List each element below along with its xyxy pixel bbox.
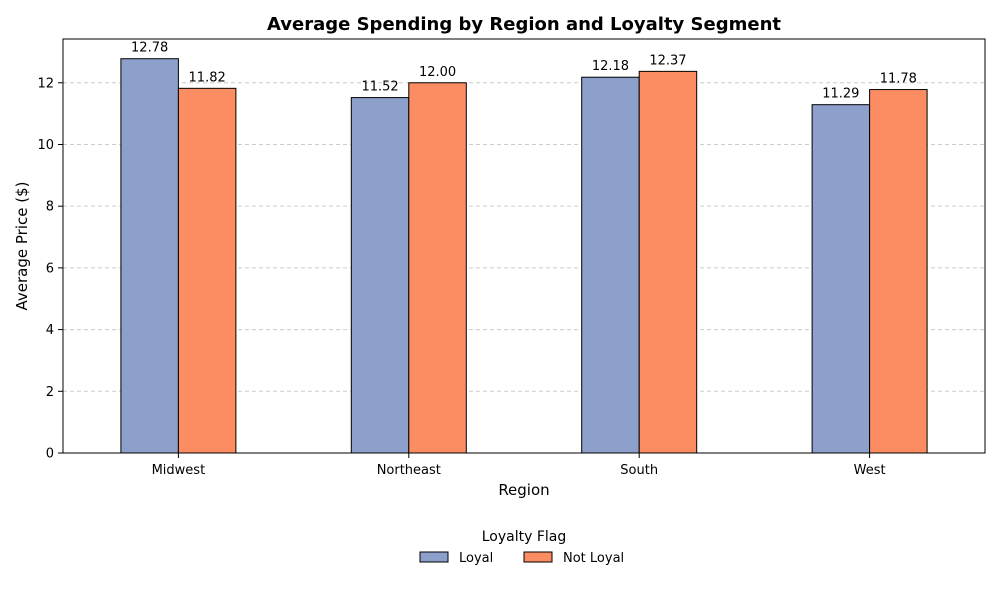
data-label: 11.29 (822, 87, 859, 102)
y-tick-label: 10 (37, 138, 54, 153)
bar-not-loyal-west (869, 89, 928, 454)
y-tick-label: 4 (46, 323, 54, 338)
axes: 0 2 4 6 8 10 12 Midwest Northeast South West (37, 38, 986, 478)
legend: Loyalty Flag Loyal Not Loyal (419, 529, 624, 566)
x-tick-label: Midwest (152, 463, 206, 478)
y-tick-label: 6 (46, 261, 54, 276)
data-label: 12.78 (131, 41, 168, 56)
legend-label: Loyal (459, 551, 493, 566)
bar-not-loyal-northeast (408, 82, 467, 454)
data-labels: 12.78 11.82 11.52 12.00 12.18 12.37 11.29 11.78 (131, 41, 917, 102)
y-tick-label: 2 (46, 385, 54, 400)
y-tick-label: 12 (37, 76, 54, 91)
y-tick-label: 0 (46, 447, 54, 462)
bar-not-loyal-south (638, 70, 698, 454)
data-label: 12.18 (592, 59, 629, 74)
legend-swatch (523, 551, 553, 563)
x-axis-title: Region (498, 481, 549, 499)
data-label: 12.00 (419, 65, 456, 80)
bar-loyal-west (811, 104, 871, 454)
plot-frame (62, 38, 986, 454)
y-axis-title: Average Price ($) (13, 182, 31, 311)
y-tick-label: 8 (46, 200, 54, 215)
x-tick-label: South (620, 463, 658, 478)
data-label: 11.78 (880, 72, 917, 87)
bars (120, 58, 928, 454)
legend-label: Not Loyal (563, 551, 624, 566)
bar-not-loyal-midwest (177, 87, 237, 454)
data-label: 11.82 (189, 70, 226, 85)
chart-title: Average Spending by Region and Loyalty S… (267, 14, 781, 35)
data-label: 11.52 (361, 80, 398, 95)
bar-loyal-northeast (350, 97, 410, 454)
legend-swatch (419, 551, 449, 563)
bar-loyal-south (581, 76, 640, 454)
data-label: 12.37 (649, 53, 686, 68)
x-tick-label: Northeast (377, 463, 441, 478)
legend-title: Loyalty Flag (482, 529, 567, 545)
x-tick-label: West (854, 463, 886, 478)
bar-loyal-midwest (120, 58, 179, 454)
